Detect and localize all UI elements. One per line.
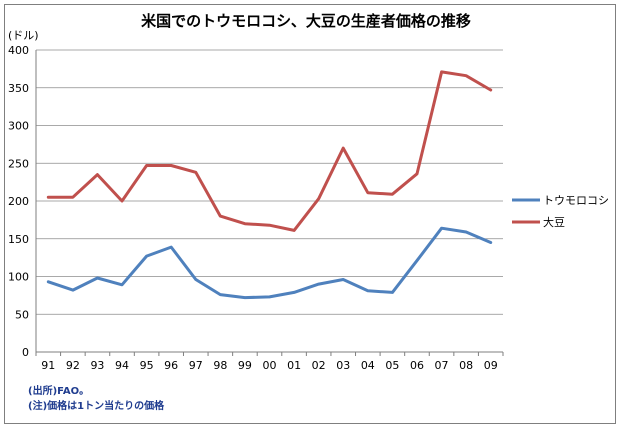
data-point (47, 280, 50, 283)
x-tick-label: 03 (336, 359, 350, 372)
x-tick-label: 97 (189, 359, 203, 372)
data-point (366, 289, 370, 293)
data-point (464, 74, 468, 77)
y-tick-label: 100 (8, 271, 29, 284)
data-point (243, 222, 247, 225)
data-point (194, 278, 197, 281)
y-tick-label: 400 (8, 44, 29, 57)
data-point (145, 164, 148, 167)
x-tick-label: 92 (66, 359, 80, 372)
data-point (71, 196, 75, 199)
source-note: (出所)FAO。 (28, 386, 90, 397)
x-tick-label: 00 (263, 359, 277, 372)
data-point (415, 172, 419, 176)
x-tick-label: 93 (90, 359, 104, 372)
chart-frame (4, 4, 616, 424)
x-tick-label: 01 (287, 359, 301, 372)
series-line-2 (46, 70, 493, 232)
data-point (317, 282, 320, 286)
data-point (489, 241, 492, 244)
data-point (366, 191, 370, 194)
x-tick-label: 99 (238, 359, 252, 372)
y-tick-label: 0 (22, 346, 29, 359)
legend-label: トウモロコシ (543, 194, 609, 207)
data-point (145, 254, 148, 258)
data-point (391, 291, 394, 294)
x-tick-label: 04 (361, 359, 375, 372)
data-point (219, 214, 222, 218)
y-tick-label: 200 (8, 195, 29, 208)
x-tick-label: 05 (385, 359, 399, 372)
x-tick-label: 95 (140, 359, 154, 372)
data-point (342, 278, 345, 281)
legend-label: 大豆 (543, 215, 565, 229)
data-point (292, 229, 296, 232)
data-point (169, 164, 173, 167)
data-point (268, 295, 271, 299)
x-tick-label: 94 (115, 359, 129, 372)
y-axis-unit-label: (ドル) (8, 29, 39, 42)
data-point (292, 291, 296, 294)
price-note: (注)価格は1トン当たりの価格 (28, 401, 165, 412)
data-point (120, 283, 124, 287)
data-point (391, 193, 394, 196)
x-tick-label: 09 (484, 359, 498, 372)
data-point (489, 88, 492, 92)
data-point (440, 70, 443, 74)
data-point (415, 259, 419, 262)
data-point (194, 171, 197, 174)
data-point (317, 197, 320, 200)
x-tick-label: 06 (410, 359, 424, 372)
x-tick-label: 07 (435, 359, 449, 372)
data-point (96, 173, 99, 176)
data-point (219, 293, 222, 296)
y-tick-label: 300 (8, 120, 29, 133)
x-tick-label: 08 (459, 359, 473, 372)
data-point (71, 288, 75, 292)
data-point (120, 199, 124, 203)
x-tick-label: 96 (164, 359, 178, 372)
y-tick-label: 350 (8, 82, 29, 95)
y-tick-label: 150 (8, 233, 29, 246)
data-point (342, 146, 345, 150)
x-tick-label: 98 (213, 359, 227, 372)
data-point (440, 226, 443, 230)
x-tick-label: 91 (41, 359, 55, 372)
data-point (464, 230, 468, 234)
data-point (243, 296, 247, 299)
data-point (47, 196, 50, 199)
y-tick-label: 50 (15, 308, 29, 321)
chart-title: 米国でのトウモロコシ、大豆の生産者価格の推移 (141, 12, 471, 30)
y-tick-label: 250 (8, 157, 29, 170)
data-point (268, 223, 271, 227)
data-point (169, 245, 173, 249)
x-tick-label: 02 (312, 359, 326, 372)
data-point (96, 276, 99, 280)
